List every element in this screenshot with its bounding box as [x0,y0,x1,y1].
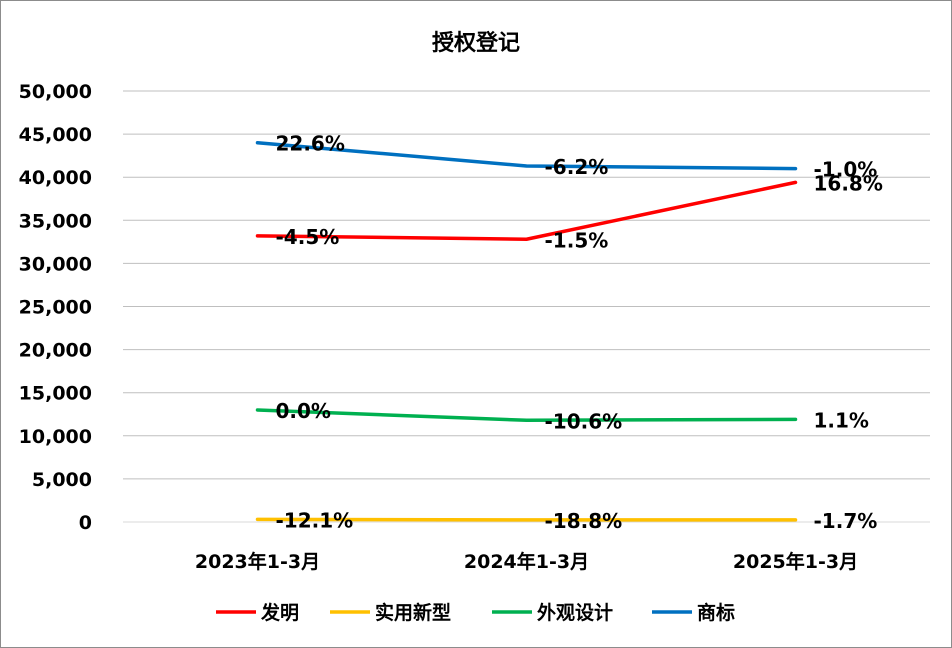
y-tick-label: 50,000 [19,81,92,103]
legend-label: 外观设计 [537,601,613,624]
legend-label: 实用新型 [375,601,451,624]
data-label: -10.6% [545,409,623,433]
data-label: -1.0% [814,158,878,182]
data-label: -1.7% [814,509,878,533]
x-tick-label: 2025年1-3月 [733,550,858,573]
x-axis: 2023年1-3月 2024年1-3月 2025年1-3月 [195,550,858,573]
data-labels: -4.5% -1.5% 16.8% -12.1% -18.8% -1.7% 0.0% -10.… [276,132,883,533]
data-label: -12.1% [276,508,354,532]
y-tick-label: 15,000 [19,383,92,405]
y-tick-label: 25,000 [19,297,92,319]
legend-label: 发明 [260,601,299,624]
data-label: -1.5% [545,228,609,252]
gridlines [123,90,930,523]
y-tick-label: 0 [79,512,92,534]
y-tick-label: 10,000 [19,426,92,448]
y-tick-label: 30,000 [19,253,92,275]
series-line [255,140,798,171]
data-label: -18.8% [545,509,623,533]
x-tick-label: 2024年1-3月 [464,550,589,573]
data-label: 0.0% [276,399,331,423]
legend: 发明 实用新型 外观设计 商标 [216,601,735,624]
series-line [255,180,798,242]
series-lines [255,140,798,522]
data-label: 16.8% [814,171,883,195]
x-tick-label: 2023年1-3月 [195,550,320,573]
y-tick-label: 5,000 [32,469,92,491]
chart-title: 授权登记 [432,30,520,56]
legend-label: 商标 [697,601,735,624]
data-label: 22.6% [276,132,345,156]
y-tick-label: 20,000 [19,340,92,362]
data-label: -4.5% [276,225,340,249]
y-tick-label: 35,000 [19,210,92,232]
y-axis: 0 5,000 10,000 15,000 20,000 25,000 30,000 35,0… [19,81,92,534]
y-tick-label: 45,000 [19,124,92,146]
series-line [255,408,798,423]
data-label: -6.2% [545,155,609,179]
y-tick-label: 40,000 [19,167,92,189]
data-label: 1.1% [814,408,869,432]
